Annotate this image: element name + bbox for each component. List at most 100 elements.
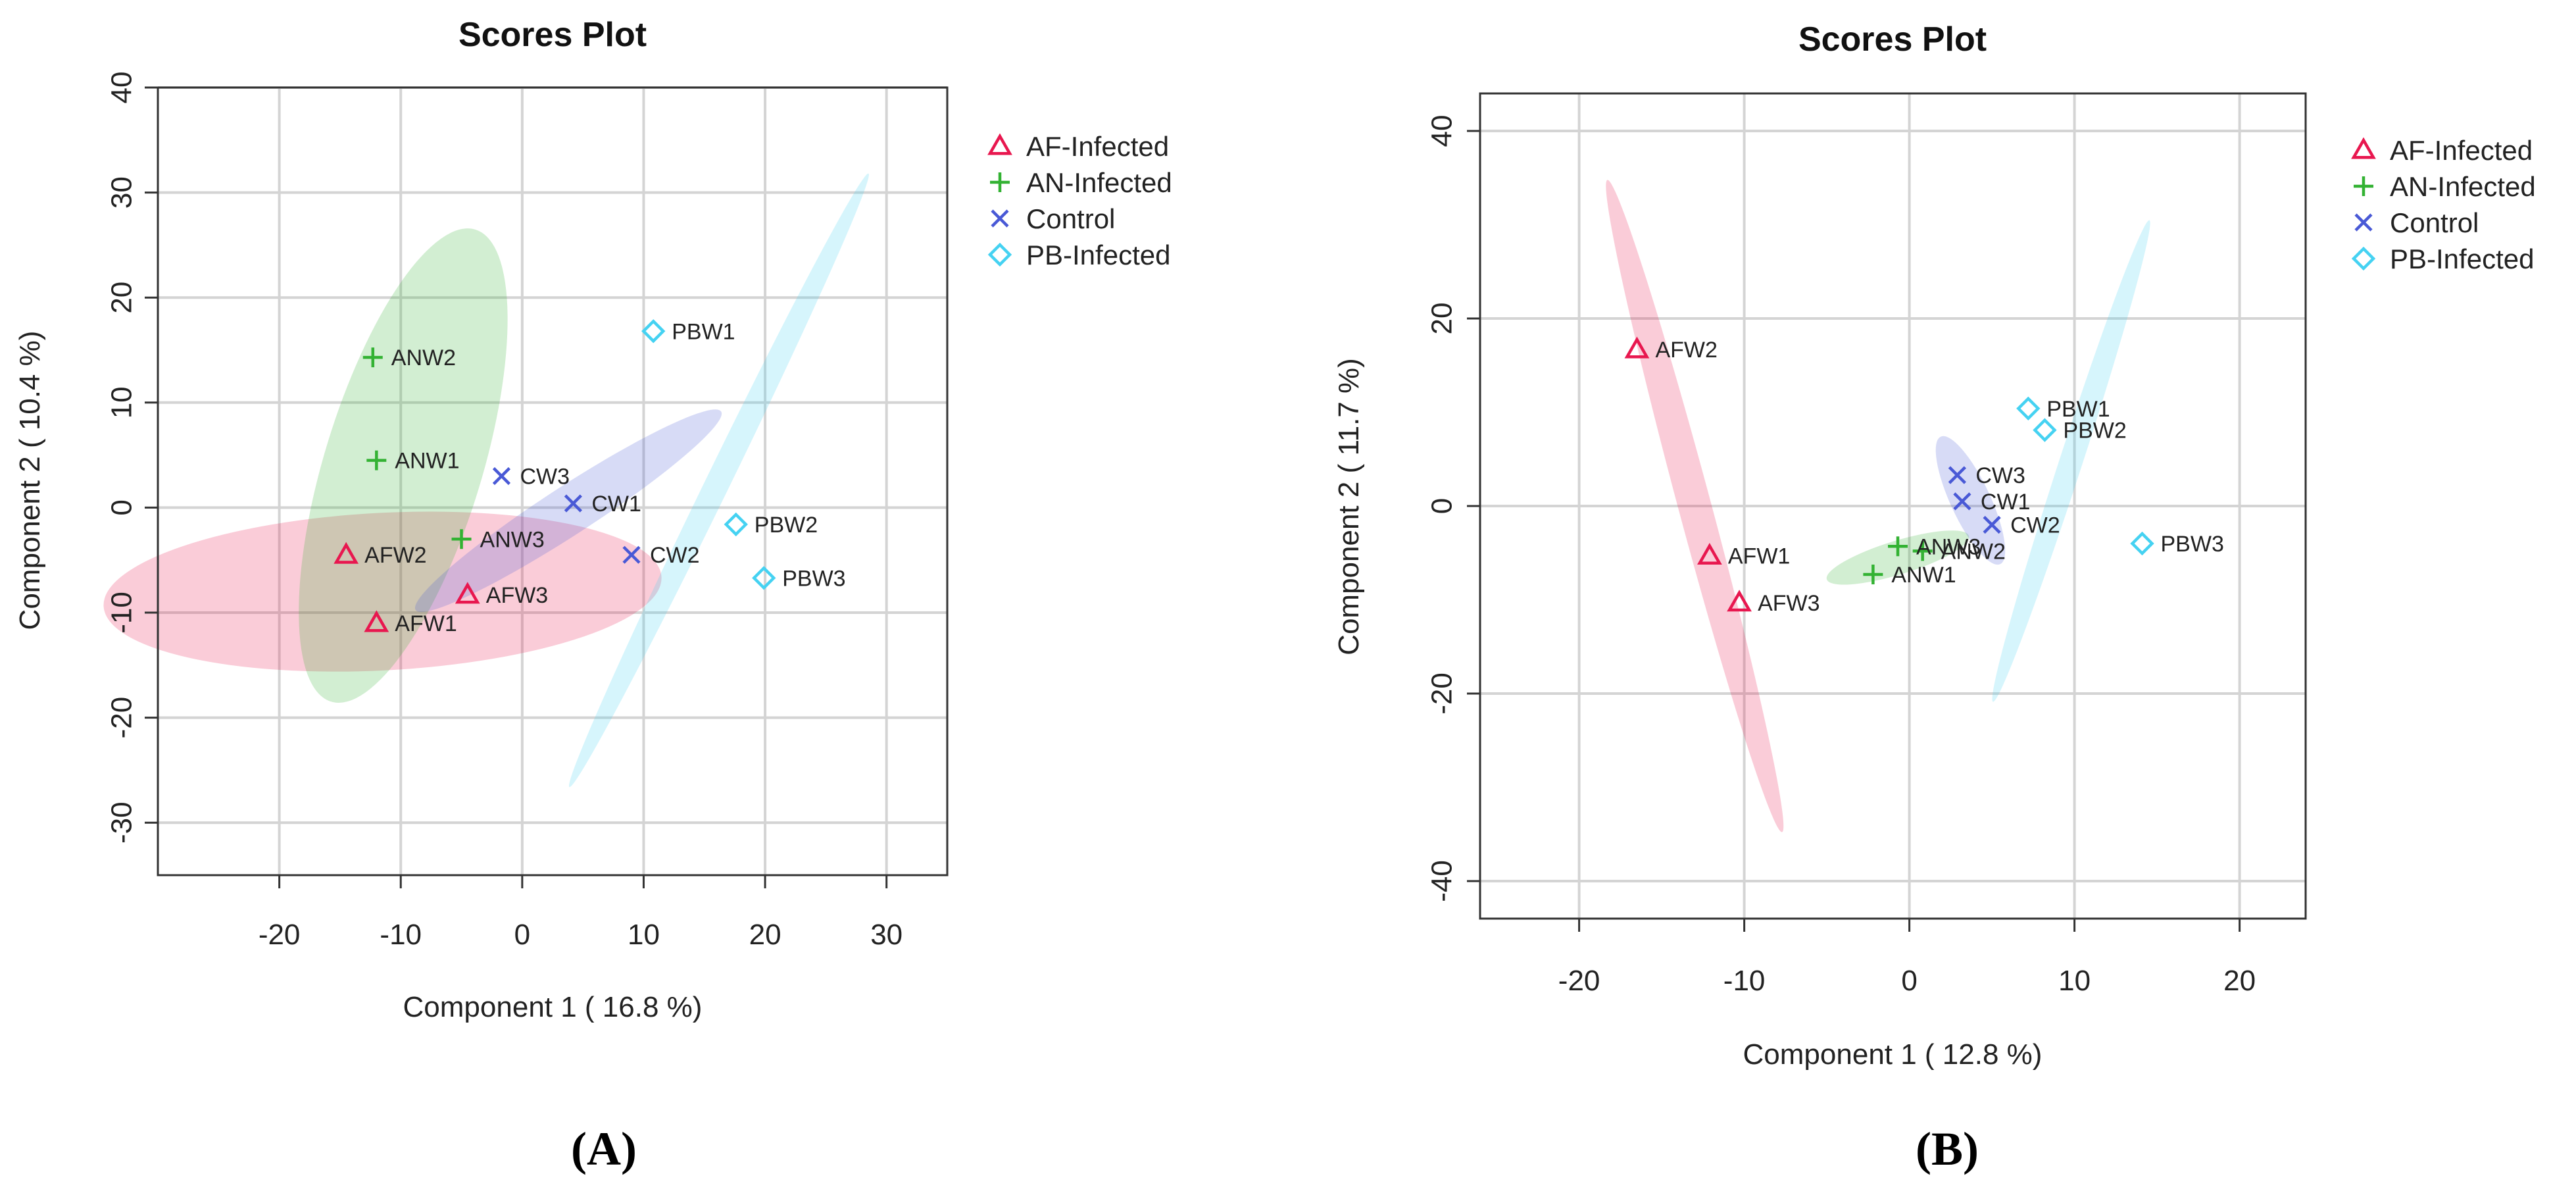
point-label: AFW2 [1655, 338, 1717, 363]
data-point [362, 347, 383, 368]
confidence-ellipse-af-infected [103, 511, 662, 672]
point-label: CW3 [1975, 463, 2025, 488]
legend-entry: AF-Infected [1026, 131, 1169, 162]
legend-marker [987, 242, 1012, 267]
legend-entry: AN-Infected [1026, 167, 1172, 198]
y-axis: -40 -20 0 20 40 [1426, 115, 1480, 902]
data-point [724, 512, 748, 537]
point-label: CW2 [2010, 513, 2060, 538]
y-tick-label: 0 [1426, 498, 1458, 514]
legend-entry: AN-Infected [2390, 171, 2536, 202]
data-point [366, 450, 387, 470]
x-tick-label: 30 [870, 919, 903, 951]
legend-entry: AF-Infected [2390, 135, 2533, 166]
data-point [1983, 515, 2001, 534]
data-point [451, 529, 472, 549]
data-point [1624, 336, 1650, 359]
legend-marker [2351, 246, 2376, 271]
data-point [1948, 466, 1966, 484]
confidence-ellipse-pb-infected [1992, 220, 2150, 702]
x-tick-label: 20 [749, 919, 781, 951]
y-axis: -30 -20 -10 0 10 20 30 40 [106, 72, 158, 844]
data-point [1912, 541, 1933, 561]
series-af-infected: AFW1 AFW2 AFW3 [1624, 336, 1820, 616]
legend-marker [2354, 213, 2373, 232]
point-label: CW2 [650, 543, 700, 568]
y-tick-label: -10 [106, 592, 138, 634]
data-point [2033, 418, 2057, 442]
confidence-ellipses [103, 173, 869, 788]
x-axis: -20 -10 0 10 20 [1558, 919, 2256, 997]
y-axis-label: Component 2 ( 11.7 %) [1333, 358, 1365, 655]
legend-entry: PB-Infected [2390, 243, 2534, 274]
point-label: PBW1 [672, 319, 735, 344]
legend-marker [2354, 176, 2373, 196]
confidence-ellipse-an-infected [1826, 530, 1969, 585]
panel-label: (A) [571, 1123, 637, 1175]
data-point [455, 582, 480, 604]
legend-marker [987, 133, 1012, 155]
x-axis: -20 -10 0 10 20 30 [259, 875, 903, 951]
x-tick-label: -10 [380, 919, 422, 951]
data-point [2130, 531, 2154, 556]
chart-title: Scores Plot [458, 16, 647, 54]
y-tick-label: 20 [106, 282, 138, 314]
data-point [641, 319, 666, 343]
confidence-ellipse-control [1935, 436, 2006, 565]
data-point [1888, 536, 1908, 557]
legend-marker [990, 172, 1010, 192]
point-label: CW3 [520, 465, 570, 490]
y-tick-label: 20 [1426, 303, 1458, 335]
confidence-ellipse-pb-infected [568, 173, 869, 788]
data-point [752, 566, 776, 590]
x-axis-label: Component 1 ( 12.8 %) [1743, 1038, 2043, 1071]
y-tick-label: -40 [1426, 860, 1458, 902]
data-point [564, 494, 582, 513]
point-label: PBW2 [755, 513, 818, 538]
y-tick-label: -30 [106, 801, 138, 844]
data-point [364, 610, 389, 632]
data-point [1727, 590, 1752, 612]
series-control: CW1 CW2 CW3 [492, 465, 700, 568]
panel-label: (B) [1916, 1123, 1979, 1175]
x-tick-label: 10 [628, 919, 660, 951]
point-label: ANW2 [1941, 539, 2006, 564]
plot-frame [157, 86, 949, 876]
point-label: AFW1 [1728, 544, 1790, 569]
point-label: PBW2 [2063, 419, 2126, 444]
chart-title: Scores Plot [1798, 20, 1987, 59]
y-tick-label: 10 [106, 386, 138, 419]
confidence-ellipses [1606, 180, 2150, 832]
data-point [622, 546, 641, 564]
point-label: PBW3 [2161, 532, 2224, 557]
x-tick-label: -20 [1558, 965, 1600, 997]
point-label: CW1 [1981, 490, 2031, 515]
legend-marker [2351, 137, 2376, 159]
point-label: CW1 [591, 492, 641, 517]
point-label: AFW3 [486, 583, 548, 608]
x-tick-label: -20 [259, 919, 301, 951]
y-tick-label: 40 [1426, 115, 1458, 147]
point-label: ANW2 [391, 345, 456, 370]
data-point [334, 542, 359, 564]
confidence-ellipse-af-infected [1606, 180, 1784, 832]
y-tick-label: 40 [106, 72, 138, 104]
scores-plot-b: -20 -10 0 10 20-40-2002040AFW1AFW2AFW3ANW1AN… [1333, 20, 2536, 1175]
x-tick-label: 20 [2223, 965, 2256, 997]
confidence-ellipse-an-infected [299, 228, 508, 703]
confidence-ellipse-control [414, 409, 722, 613]
point-label: ANW3 [480, 527, 545, 552]
legend-entry: Control [1026, 203, 1115, 234]
y-tick-label: 0 [106, 499, 138, 515]
series-af-infected: AFW1 AFW2 AFW3 [334, 542, 548, 636]
data-point [1863, 565, 1883, 585]
scores-plot-a: -20 -10 0 10 20 30-30-20-10010203040AFW1AFW2A… [14, 16, 1172, 1175]
legend-entry: Control [2390, 207, 2479, 238]
legend-marker [991, 209, 1009, 228]
data-point [492, 467, 511, 486]
